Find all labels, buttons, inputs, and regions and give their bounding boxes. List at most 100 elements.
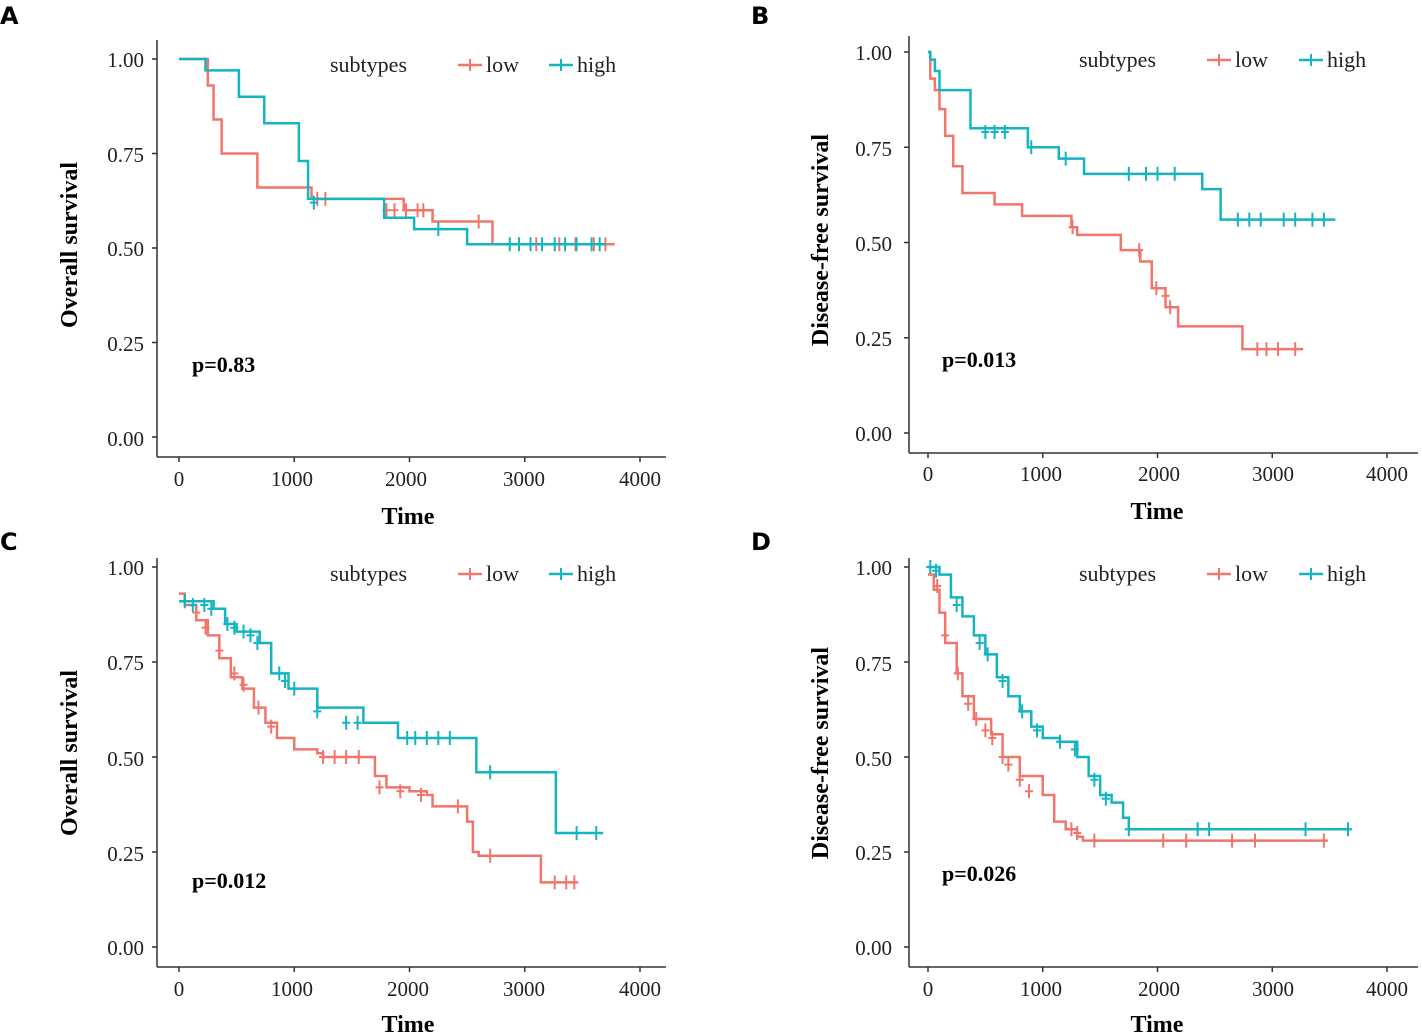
censor-mark-low [1067, 822, 1076, 837]
y-tick-label: 0.75 [107, 651, 144, 675]
censor-mark-low [1068, 220, 1077, 235]
p-value: p=0.012 [192, 868, 266, 893]
censor-mark-high [561, 237, 570, 252]
p-value: p=0.83 [192, 352, 255, 377]
x-tick-label: 4000 [1366, 977, 1408, 1001]
legend-label-high: high [1327, 47, 1366, 72]
censor-mark-high [932, 563, 941, 578]
censor-mark-low [342, 750, 351, 764]
tick-marks [904, 566, 1388, 972]
censor-mark-low [1161, 288, 1170, 303]
censor-mark-high [434, 731, 443, 745]
censor-mark-high [253, 636, 262, 650]
censor-mark-high [411, 731, 420, 745]
x-axis-title: Time [1131, 499, 1184, 525]
censor-mark-low [1152, 281, 1161, 296]
censor-mark-high [1308, 212, 1317, 227]
censor-mark-high [188, 598, 197, 612]
legend-title: subtypes [1079, 561, 1156, 586]
y-axis-title: Overall survival [57, 670, 83, 836]
censor-mark-low [417, 788, 426, 802]
censor-mark-high [1061, 151, 1070, 166]
censor-mark-high [505, 237, 514, 252]
x-tick-label: 2000 [1138, 462, 1180, 486]
censor-mark-low [1004, 757, 1013, 772]
x-axis-title: Time [382, 504, 435, 530]
censor-mark-high [1101, 791, 1110, 806]
censor-mark-high [572, 826, 581, 840]
censor-mark-low [562, 875, 571, 890]
survival-curve-high [179, 57, 606, 246]
censor-mark-low [1291, 342, 1300, 357]
censor-mark-low [453, 799, 462, 814]
x-tick-label: 2000 [1138, 977, 1180, 1001]
legend-label-low: low [1235, 47, 1268, 72]
p-value: p=0.013 [942, 347, 1016, 372]
censor-mark-low [230, 666, 239, 681]
y-tick-label: 1.00 [855, 41, 892, 65]
censor-mark-high [595, 237, 604, 252]
y-tick-label: 0.75 [855, 652, 892, 676]
censor-mark-low [550, 875, 559, 890]
censor-mark-low [1159, 833, 1168, 848]
x-tick-label: 1000 [271, 467, 313, 491]
legend-label-low: low [486, 561, 519, 586]
censor-mark-high [1124, 822, 1133, 837]
panel-label-C: C [0, 528, 18, 556]
y-tick-label: 0.75 [855, 137, 892, 161]
panel-B: B 0.00 0.25 0.50 0.75 1.00 0 1000 2000 3… [751, 2, 1418, 525]
censor-mark-high [1301, 822, 1310, 837]
censor-mark-high [1291, 212, 1300, 227]
legend-label-high: high [1327, 561, 1366, 586]
censor-mark-high [1142, 166, 1151, 181]
survival-curve-low [179, 57, 615, 246]
censor-mark-high [952, 598, 961, 612]
y-axis-title: Overall survival [57, 162, 83, 328]
censor-mark-high [1205, 822, 1214, 837]
panel-C: C 0.00 0.25 0.50 0.75 1.00 0 1000 2000 3… [0, 528, 666, 1036]
y-axis-title: Disease-free survival [808, 134, 834, 347]
censor-mark-high [223, 617, 232, 631]
censor-mark-low [1273, 342, 1282, 357]
censor-mark-high [342, 715, 351, 730]
censor-mark-low [988, 731, 997, 745]
censor-mark-high [1245, 212, 1254, 227]
censor-mark-high [207, 601, 216, 616]
y-tick-label: 0.75 [107, 143, 144, 167]
censor-mark-low [201, 620, 210, 635]
plot-area [179, 57, 615, 252]
censor-mark-high [587, 237, 596, 252]
p-value: p=0.026 [942, 861, 1016, 886]
y-tick-label: 0.00 [107, 427, 144, 451]
panel-label-A: A [0, 2, 19, 30]
censor-mark-high [281, 674, 290, 688]
censor-mark-high [1090, 772, 1099, 787]
panel-label-B: B [751, 2, 769, 30]
censor-mark-low [1090, 833, 1099, 848]
censor-mark-low [419, 203, 428, 218]
censor-mark-low [267, 719, 276, 734]
legend-label-low: low [486, 52, 519, 77]
y-tick-label: 1.00 [855, 556, 892, 580]
y-tick-label: 0.25 [107, 842, 144, 866]
censor-mark-high [1193, 822, 1202, 837]
x-tick-label: 4000 [619, 977, 661, 1001]
panel-label-D: D [751, 528, 771, 556]
legend: subtypes low high [330, 561, 616, 586]
x-tick-label: 0 [174, 977, 185, 1001]
x-tick-label: 3000 [503, 467, 545, 491]
censor-mark-high [572, 237, 581, 252]
censor-mark-high [1343, 822, 1352, 837]
censor-mark-low [933, 579, 942, 593]
censor-mark-low [1262, 342, 1271, 357]
censor-mark-high [538, 237, 547, 252]
x-tick-label: 4000 [619, 467, 661, 491]
y-tick-label: 0.50 [855, 232, 892, 256]
censor-mark-low [1073, 826, 1082, 840]
censor-mark-high [981, 125, 990, 140]
censor-mark-high [998, 674, 1007, 688]
censor-mark-high [1233, 212, 1242, 227]
censor-mark-low [402, 203, 411, 218]
x-tick-label: 1000 [1020, 462, 1062, 486]
survival-curve-high [928, 565, 1351, 831]
